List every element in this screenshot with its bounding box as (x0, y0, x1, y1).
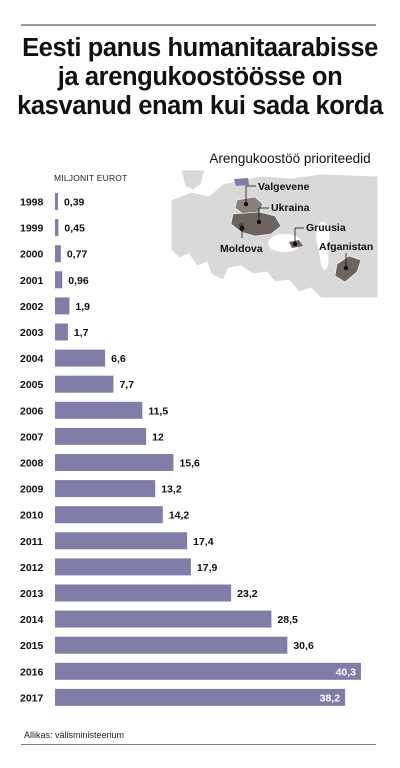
bar-2012 (55, 558, 191, 576)
bar-2015 (55, 636, 288, 654)
value-label: 0,77 (67, 249, 88, 261)
year-label: 2012 (20, 562, 44, 574)
bar-2011 (55, 532, 188, 550)
bar-2003 (55, 323, 68, 341)
map-label-georgia: Gruusia (306, 222, 346, 234)
year-label: 2017 (20, 692, 44, 704)
value-label: 6,6 (111, 353, 126, 365)
bar-2008 (55, 454, 174, 471)
year-label: 2008 (20, 458, 44, 470)
estonia-shape (234, 178, 249, 186)
year-label: 2016 (20, 666, 44, 678)
bar-2005 (55, 375, 114, 393)
map-label-ukraine: Ukraina (271, 202, 310, 214)
bar-2016 (55, 662, 361, 680)
value-label: 30,6 (293, 640, 314, 652)
bar-2006 (55, 401, 143, 419)
bar-2001 (55, 271, 63, 289)
year-label: 2015 (20, 640, 44, 652)
priority-map: Valgevene Ukraina Gruusia Moldova Afgani… (170, 169, 379, 303)
bar-2017 (55, 688, 346, 706)
year-label: 2005 (20, 379, 44, 391)
value-label: 0,45 (64, 223, 85, 235)
year-label: 2003 (20, 327, 44, 339)
map-label-afghanistan: Afganistan (319, 241, 373, 253)
bar-2002 (55, 297, 70, 315)
bar-2000 (55, 245, 61, 263)
value-label: 11,5 (148, 405, 168, 417)
value-label: 1,9 (75, 301, 90, 313)
year-label: 2011 (20, 536, 43, 548)
bar-2010 (55, 506, 163, 524)
source-note: Allikas: välisministeerium (24, 730, 125, 740)
year-label: 2010 (20, 510, 44, 522)
value-label: 13,2 (161, 484, 182, 496)
year-label: 2007 (20, 431, 44, 443)
chart-title: Eesti panus humanitaarabisse ja arenguko… (17, 34, 383, 120)
value-label: 28,5 (277, 614, 298, 626)
unit-label: MILJONIT EUROT (54, 173, 128, 183)
value-label: 40,3 (336, 666, 357, 678)
afghanistan-shape (334, 255, 362, 283)
bar-1999 (55, 219, 59, 237)
value-label: 14,2 (169, 510, 190, 522)
value-label: 23,2 (237, 588, 258, 600)
map-title: Arengukoostöö prioriteedid (209, 151, 371, 166)
map-label-belarus: Valgevene (258, 181, 310, 193)
value-label: 15,6 (179, 458, 200, 470)
value-label: 12 (152, 431, 164, 443)
year-label: 1998 (20, 197, 44, 209)
year-label: 2002 (20, 301, 44, 313)
year-label: 1999 (20, 223, 44, 235)
year-label: 2004 (20, 353, 44, 365)
value-label: 38,2 (320, 692, 341, 704)
year-label: 2009 (20, 484, 44, 496)
year-label: 2013 (20, 588, 44, 600)
bar-2007 (55, 427, 147, 445)
year-label: 2001 (20, 275, 44, 287)
bar-2004 (55, 349, 106, 367)
value-label: 7,7 (119, 379, 134, 391)
value-label: 17,9 (197, 562, 218, 574)
value-label: 0,96 (68, 275, 89, 287)
value-label: 1,7 (74, 327, 89, 339)
top-rule (21, 24, 376, 26)
bottom-rule (21, 744, 376, 745)
bar-2013 (55, 584, 232, 602)
year-label: 2000 (20, 249, 44, 261)
bar-2009 (55, 480, 156, 498)
map-label-moldova: Moldova (220, 243, 263, 255)
bar-1998 (55, 193, 58, 210)
bar-2014 (55, 610, 272, 628)
value-label: 0,39 (64, 197, 85, 209)
year-label: 2014 (20, 614, 44, 626)
year-label: 2006 (20, 405, 44, 417)
value-label: 17,4 (193, 536, 214, 548)
